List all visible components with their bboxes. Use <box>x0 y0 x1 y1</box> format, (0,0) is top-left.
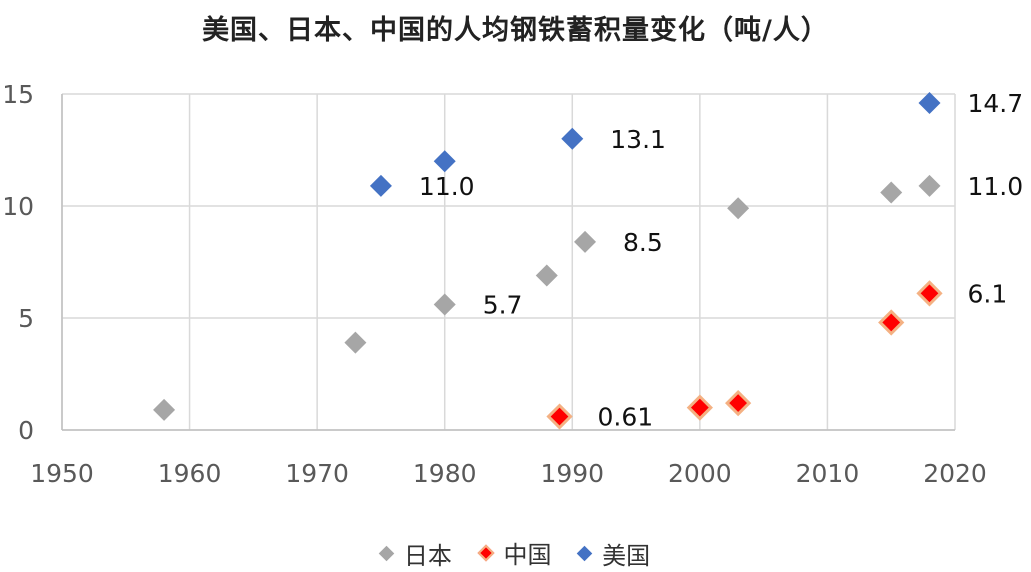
legend-label-china: 中国 <box>503 541 552 569</box>
x-tick-label: 2000 <box>668 459 732 488</box>
data-point-china <box>686 394 713 421</box>
data-label: 14.7 <box>967 89 1023 118</box>
legend-item-china: 中国 <box>477 535 552 570</box>
x-tick-label: 1960 <box>158 459 222 488</box>
data-point-china <box>725 389 752 417</box>
y-tick-label: 15 <box>2 80 34 109</box>
data-label: 13.1 <box>610 125 666 154</box>
data-point-usa <box>918 91 941 114</box>
data-label: 8.5 <box>623 228 663 257</box>
x-tick-label: 1950 <box>30 459 94 488</box>
x-tick-label: 2010 <box>796 459 860 488</box>
legend-label-usa: 美国 <box>602 541 651 570</box>
data-point-china <box>916 280 943 307</box>
legend: 日本 中国 美国 <box>0 535 1031 571</box>
data-point-china <box>878 309 905 336</box>
x-tick-label: 2020 <box>923 459 987 488</box>
data-point-japan <box>574 230 597 253</box>
chart-title: 美国、日本、中国的人均钢铁蓄积量变化（吨/人） <box>202 15 829 46</box>
data-label: 0.61 <box>598 403 654 432</box>
data-point-japan <box>535 264 558 287</box>
legend-item-japan: 日本 <box>378 536 452 571</box>
legend-item-usa: 美国 <box>576 536 651 571</box>
data-label: 11.0 <box>967 172 1023 201</box>
data-point-japan <box>153 398 176 421</box>
scatter-chart: 1950 1960 1970 1980 1990 2000 2010 2020 0 5 10 15 5.… <box>2 80 1023 488</box>
data-point-usa <box>433 150 456 173</box>
legend-marker-japan <box>378 545 395 561</box>
data-point-japan <box>880 181 903 204</box>
data-point-usa <box>369 174 392 197</box>
data-label: 11.0 <box>419 172 475 201</box>
data-point-usa <box>561 127 584 150</box>
legend-label-japan: 日本 <box>403 541 452 570</box>
x-tick-label: 1990 <box>540 459 604 488</box>
y-tick-label: 10 <box>2 192 34 221</box>
data-point-japan <box>344 331 367 354</box>
data-label: 6.1 <box>967 279 1007 308</box>
x-tick-label: 1980 <box>413 459 477 488</box>
data-point-china <box>546 403 573 430</box>
data-point-japan <box>918 174 941 197</box>
legend-marker-china <box>477 544 494 561</box>
y-tick-label: 0 <box>18 416 34 445</box>
data-label: 5.7 <box>483 291 523 320</box>
data-point-japan <box>433 293 456 316</box>
legend-marker-usa <box>576 545 593 561</box>
y-tick-label: 5 <box>18 304 34 333</box>
data-point-japan <box>727 197 750 220</box>
x-tick-label: 1970 <box>285 459 349 488</box>
